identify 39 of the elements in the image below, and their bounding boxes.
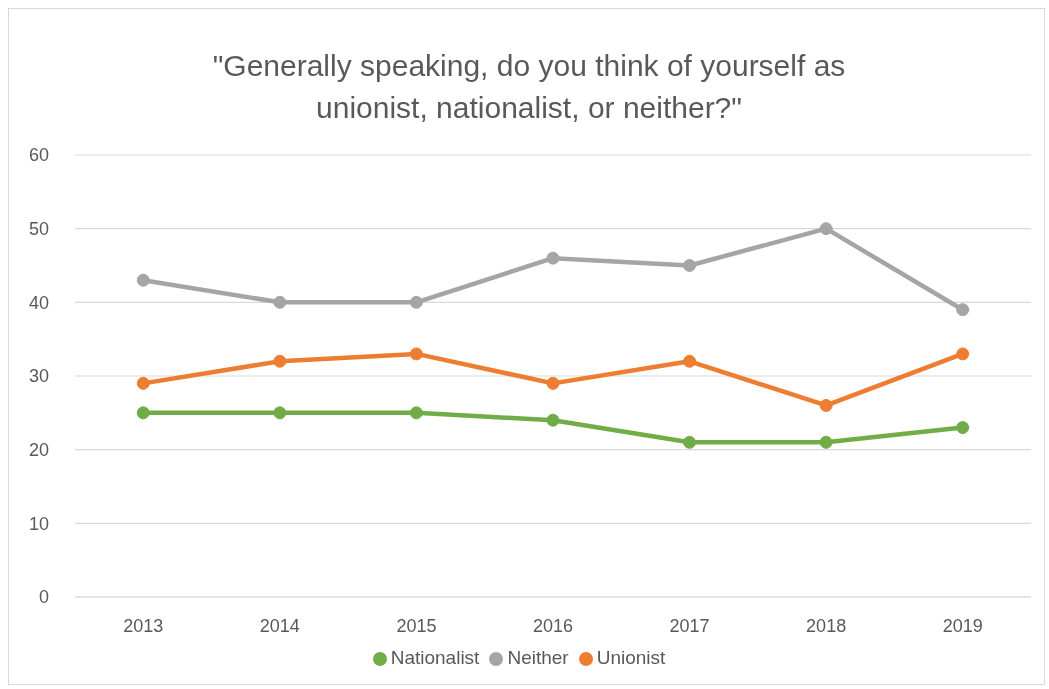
y-tick-label: 60 bbox=[28, 145, 49, 166]
legend-label: Neither bbox=[507, 647, 569, 668]
point bbox=[956, 347, 970, 361]
point bbox=[956, 421, 970, 435]
point bbox=[546, 251, 560, 265]
y-tick-label: 0 bbox=[38, 587, 49, 608]
y-tick-label: 10 bbox=[28, 513, 49, 534]
point bbox=[819, 435, 833, 449]
point bbox=[273, 406, 287, 420]
x-tick-label: 2016 bbox=[532, 615, 574, 636]
point bbox=[136, 406, 150, 420]
x-tick-label: 2018 bbox=[806, 615, 847, 636]
x-tick-label: 2019 bbox=[942, 615, 983, 636]
point bbox=[409, 347, 423, 361]
y-tick-label: 30 bbox=[28, 366, 49, 387]
chart-title: "Generally speaking, do you think of yourself as unionist, nationalist, or neither?" bbox=[211, 48, 847, 126]
y-tick-label: 20 bbox=[28, 440, 49, 461]
legend-label: Nationalist bbox=[390, 647, 480, 668]
point bbox=[956, 303, 970, 317]
x-tick-label: 2013 bbox=[123, 615, 164, 636]
point bbox=[546, 376, 560, 390]
point bbox=[136, 376, 150, 390]
point bbox=[136, 273, 150, 287]
point bbox=[683, 259, 697, 272]
y-tick-label: 40 bbox=[28, 292, 49, 313]
x-tick-label: 2017 bbox=[669, 615, 710, 636]
y-tick-label: 50 bbox=[28, 219, 49, 240]
point bbox=[683, 435, 697, 449]
point bbox=[273, 295, 287, 309]
point bbox=[819, 222, 833, 236]
point bbox=[409, 406, 423, 420]
x-tick-label: 2014 bbox=[259, 615, 300, 636]
point bbox=[683, 354, 697, 368]
point bbox=[819, 398, 833, 412]
x-tick-label: 2015 bbox=[396, 615, 437, 636]
point bbox=[273, 354, 287, 368]
point bbox=[409, 295, 423, 309]
legend-label: Unionist bbox=[596, 647, 666, 668]
point bbox=[546, 413, 560, 427]
